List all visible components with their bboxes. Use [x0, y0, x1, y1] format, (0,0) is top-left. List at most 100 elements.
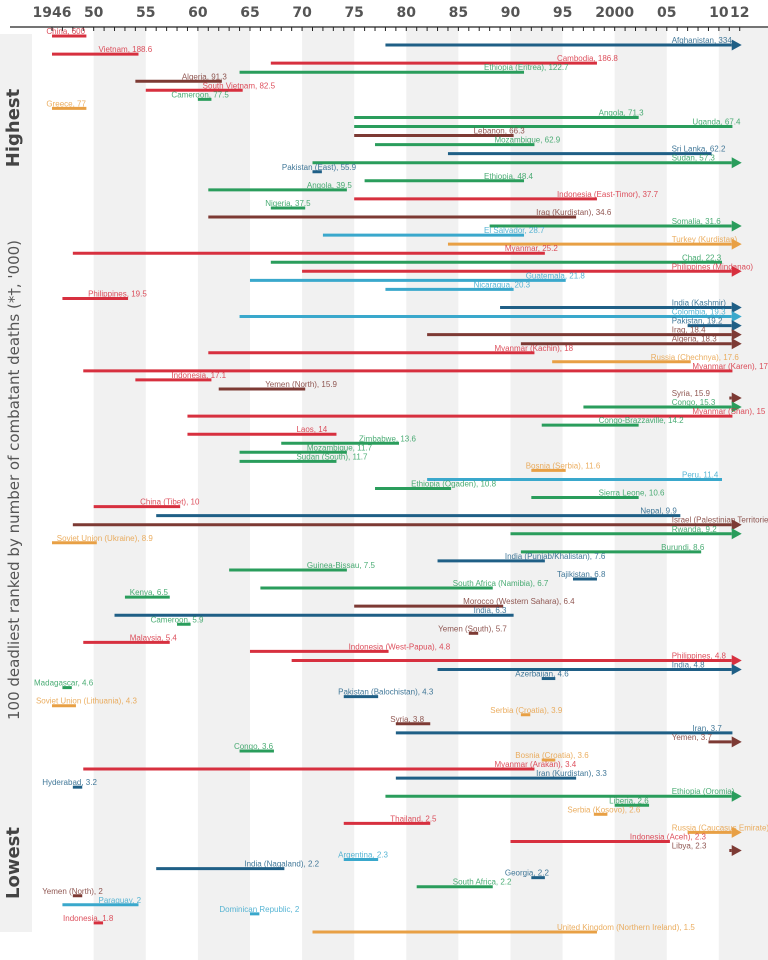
conflict-label: Congo, 3.6: [234, 742, 274, 751]
rank-sidebar: [0, 34, 32, 932]
conflict-label: Ethiopia (Ogaden), 10.8: [411, 480, 496, 489]
x-tick-label: 90: [501, 5, 521, 21]
conflict-label: Philippines, 4.8: [672, 651, 727, 660]
ongoing-arrow-icon: [731, 238, 742, 250]
conflict-label: Syria, 3.8: [390, 715, 424, 724]
conflict-label: Georgia, 2.2: [505, 869, 550, 878]
conflict-label: Sudan, 57.3: [672, 154, 716, 163]
ongoing-arrow-icon: [731, 401, 742, 413]
conflict-label: Angola, 39.5: [307, 181, 352, 190]
ongoing-arrow-icon: [731, 528, 742, 540]
conflict-label: Indonesia, 1.8: [63, 914, 114, 923]
conflict-label: Ethiopia (Oromia): [672, 787, 735, 796]
conflict-bars: China, 600 Afghanistan, 334 Vietnam, 188.6…: [34, 27, 768, 934]
conflict-label: Soviet Union (Lithuania), 4.3: [36, 697, 138, 706]
ongoing-arrow-icon: [731, 519, 742, 531]
conflict-label: Laos, 14: [296, 425, 327, 434]
conflict-label: Cameroon, 5.9: [151, 615, 204, 624]
conflict-label: Libya, 2.3: [672, 842, 707, 851]
conflict-label: Russia (Chechnya), 17.6: [651, 353, 740, 362]
ongoing-arrow-icon: [731, 320, 742, 332]
conflict-label: Algeria, 91.3: [182, 72, 227, 81]
conflict-label: Iran, 3.7: [692, 724, 722, 733]
ongoing-arrow-icon: [731, 329, 742, 341]
conflict-label: Kenya, 6.5: [130, 588, 169, 597]
year-band: [406, 28, 459, 960]
conflict-label: South Africa (Namibia), 6.7: [453, 579, 549, 588]
ongoing-arrow-icon: [731, 664, 742, 675]
year-band: [718, 28, 740, 960]
ongoing-arrow-icon: [731, 790, 742, 802]
ongoing-arrow-icon: [731, 157, 742, 169]
conflict-label: India (Nagaland), 2.2: [244, 860, 319, 869]
x-tick-label: 85: [449, 5, 468, 21]
conflict-label: Indonesia (East-Timor), 37.7: [557, 190, 659, 199]
ongoing-arrow-icon: [731, 826, 742, 838]
year-band: [302, 28, 355, 960]
ongoing-arrow-icon: [731, 845, 742, 856]
conflict-label: Myanmar (Karen), 17: [692, 362, 768, 371]
conflict-label: Uganda, 67.4: [692, 118, 741, 127]
conflict-label: Israel (Palestinian Territories): [672, 516, 768, 525]
conflict-label: Pakistan (East), 55.9: [282, 163, 357, 172]
conflict-label: Sri Lanka, 62.2: [672, 145, 726, 154]
conflict-label: Myanmar (Kachin), 18: [494, 344, 573, 353]
conflict-label: Bosnia (Croatia), 3.6: [515, 751, 589, 760]
conflict-label: Myanmar, 25.2: [505, 244, 558, 253]
conflict-label: Syria, 15.9: [672, 389, 711, 398]
ongoing-arrow-icon: [731, 265, 742, 277]
ongoing-arrow-icon: [731, 338, 742, 350]
conflict-label: Soviet Union (Ukraine), 8.9: [57, 534, 154, 543]
conflict-label: Pakistan, 19.2: [672, 317, 723, 326]
conflict-label: Greece, 77: [46, 99, 86, 108]
conflict-label: India (Punjab/Khalistan), 7.6: [505, 552, 606, 561]
conflict-label: Lebanon, 66.3: [474, 127, 526, 136]
x-tick-label: 55: [136, 5, 155, 21]
conflict-label: South Vietnam, 82.5: [203, 81, 276, 90]
ongoing-arrow-icon: [731, 392, 742, 404]
x-tick-label: 80: [397, 5, 417, 21]
year-bands: [93, 28, 768, 960]
conflict-label: El Salvador, 28.7: [484, 226, 545, 235]
conflict-label: Philippines (Mindanao): [672, 262, 754, 271]
conflict-label: Myanmar (Arakan), 3.4: [494, 760, 576, 769]
conflict-label: India (Kashmir): [672, 299, 727, 308]
conflict-label: Congo-Brazzaville, 14.2: [599, 416, 684, 425]
x-tick-label: 05: [657, 5, 676, 21]
ongoing-arrow-icon: [731, 39, 742, 51]
conflict-label: Angola, 71.3: [599, 108, 644, 117]
conflict-label: Chad, 22.3: [682, 253, 722, 262]
conflict-label: Burundi, 8.6: [661, 543, 705, 552]
conflict-label: Morocco (Western Sahara), 6.4: [463, 597, 575, 606]
conflict-label: Nicaragua, 20.3: [474, 280, 531, 289]
ongoing-arrow-icon: [731, 654, 742, 666]
conflict-label: China, 600: [46, 27, 85, 36]
conflict-label: Philippines, 19.5: [88, 289, 147, 298]
conflict-label: India, 4.8: [672, 661, 705, 670]
conflict-label: Dominican Republic, 2: [219, 905, 300, 914]
conflict-label: Algeria, 18.3: [672, 335, 717, 344]
conflict-label: Colombia, 19.3: [672, 308, 726, 317]
conflict-label: Thailand, 2.5: [390, 814, 437, 823]
conflict-label: Nepal, 9.9: [640, 507, 677, 516]
conflict-label: Myanmar (Shan), 15: [692, 407, 765, 416]
conflict-label: Madagascar, 4.6: [34, 679, 94, 688]
conflict-label: Yemen (North), 15.9: [265, 380, 337, 389]
conflict-label: Azerbaijan, 4.6: [515, 670, 569, 679]
ongoing-arrow-icon: [731, 302, 742, 313]
conflict-label: Malaysia, 5.4: [130, 633, 178, 642]
year-band: [197, 28, 250, 960]
x-tick-label: 1946: [33, 5, 72, 21]
conflict-label: Turkey (Kurdistan): [672, 235, 738, 244]
conflict-label: Ethiopia (Eritrea), 122.7: [484, 63, 569, 72]
conflict-label: Sierra Leone, 10.6: [599, 489, 665, 498]
conflict-label: Paraguay, 2: [98, 896, 141, 905]
conflict-label: United Kingdom (Northern Ireland), 1.5: [557, 923, 695, 932]
conflict-label: Yemen (North), 2: [42, 887, 103, 896]
conflict-label: Zimbabwe, 13.6: [359, 434, 416, 443]
x-tick-label: 12: [730, 5, 749, 21]
y-axis-title: 100 deadliest ranked by number of combat…: [5, 240, 23, 720]
conflict-label: Tajikistan, 6.8: [557, 570, 606, 579]
conflict-label: Pakistan (Balochistan), 4.3: [338, 688, 434, 697]
